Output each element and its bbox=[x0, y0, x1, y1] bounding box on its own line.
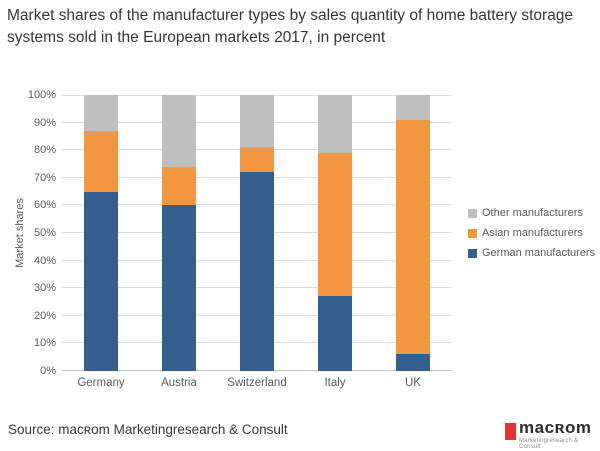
category-label: Switzerland bbox=[227, 377, 287, 389]
y-tick-label: 90% bbox=[33, 116, 56, 129]
y-tick-label: 40% bbox=[33, 254, 56, 267]
legend-label: Asian manufacturers bbox=[482, 227, 583, 239]
plot-area bbox=[62, 95, 452, 371]
y-tick-label: 0% bbox=[40, 365, 56, 377]
y-tick-label: 10% bbox=[33, 337, 56, 350]
logo-red-mark-icon bbox=[505, 423, 516, 440]
bar-segment-asian-germany bbox=[84, 130, 118, 192]
legend-item: Asian manufacturers bbox=[468, 227, 595, 239]
legend-item: German manufacturers bbox=[468, 247, 595, 259]
bar-segment-other-uk bbox=[396, 95, 430, 120]
bar-segment-german-austria bbox=[162, 205, 196, 371]
bar-segment-german-germany bbox=[84, 191, 118, 371]
legend-swatch-icon bbox=[468, 248, 477, 258]
legend-swatch-icon bbox=[468, 228, 477, 238]
y-tick-label: 50% bbox=[33, 227, 56, 239]
source-note: Source: macʀom Marketingresearch & Consu… bbox=[8, 422, 288, 437]
y-axis: 0% 10% 20% 30% 40% 50% 60% 70% 80% 90% 100% bbox=[0, 89, 56, 377]
y-tick-label: 30% bbox=[33, 282, 56, 295]
legend: Other manufacturers Asian manufacturers Ge… bbox=[468, 207, 595, 267]
bar-segment-asian-uk bbox=[396, 119, 430, 355]
category-label: UK bbox=[405, 377, 421, 389]
bar-segment-asian-austria bbox=[162, 166, 196, 206]
y-tick-label: 80% bbox=[33, 144, 56, 157]
macrom-logo: macʀom Marketingresearch & Consult bbox=[505, 418, 600, 450]
y-tick-label: 20% bbox=[33, 309, 56, 322]
bar-segment-german-uk bbox=[396, 354, 430, 371]
bar-segment-other-switzerland bbox=[240, 95, 274, 148]
x-axis: Germany Austria Switzerland Italy UK bbox=[62, 377, 452, 389]
logo-wordmark: macʀom bbox=[519, 418, 592, 437]
bar-segment-other-italy bbox=[318, 95, 352, 153]
category-label: Austria bbox=[161, 377, 197, 389]
y-tick-label: 100% bbox=[27, 89, 56, 101]
y-tick-label: 70% bbox=[33, 171, 56, 184]
legend-item: Other manufacturers bbox=[468, 207, 595, 219]
y-tick-label: 60% bbox=[33, 199, 56, 212]
category-label: Italy bbox=[324, 377, 346, 389]
bar-segment-asian-italy bbox=[318, 152, 352, 297]
legend-swatch-icon bbox=[468, 208, 477, 218]
legend-label: German manufacturers bbox=[482, 247, 596, 259]
bar-segment-german-switzerland bbox=[240, 172, 274, 371]
logo-tagline: Marketingresearch & Consult bbox=[519, 437, 579, 450]
bar-segment-other-germany bbox=[84, 95, 118, 131]
bar-segment-asian-switzerland bbox=[240, 147, 274, 173]
category-label: Germany bbox=[77, 377, 125, 389]
chart-title: Market shares of the manufacturer types … bbox=[7, 7, 574, 46]
legend-label: Other manufacturers bbox=[482, 207, 583, 219]
bar-segment-german-italy bbox=[318, 296, 352, 371]
bar-segment-other-austria bbox=[162, 95, 196, 167]
